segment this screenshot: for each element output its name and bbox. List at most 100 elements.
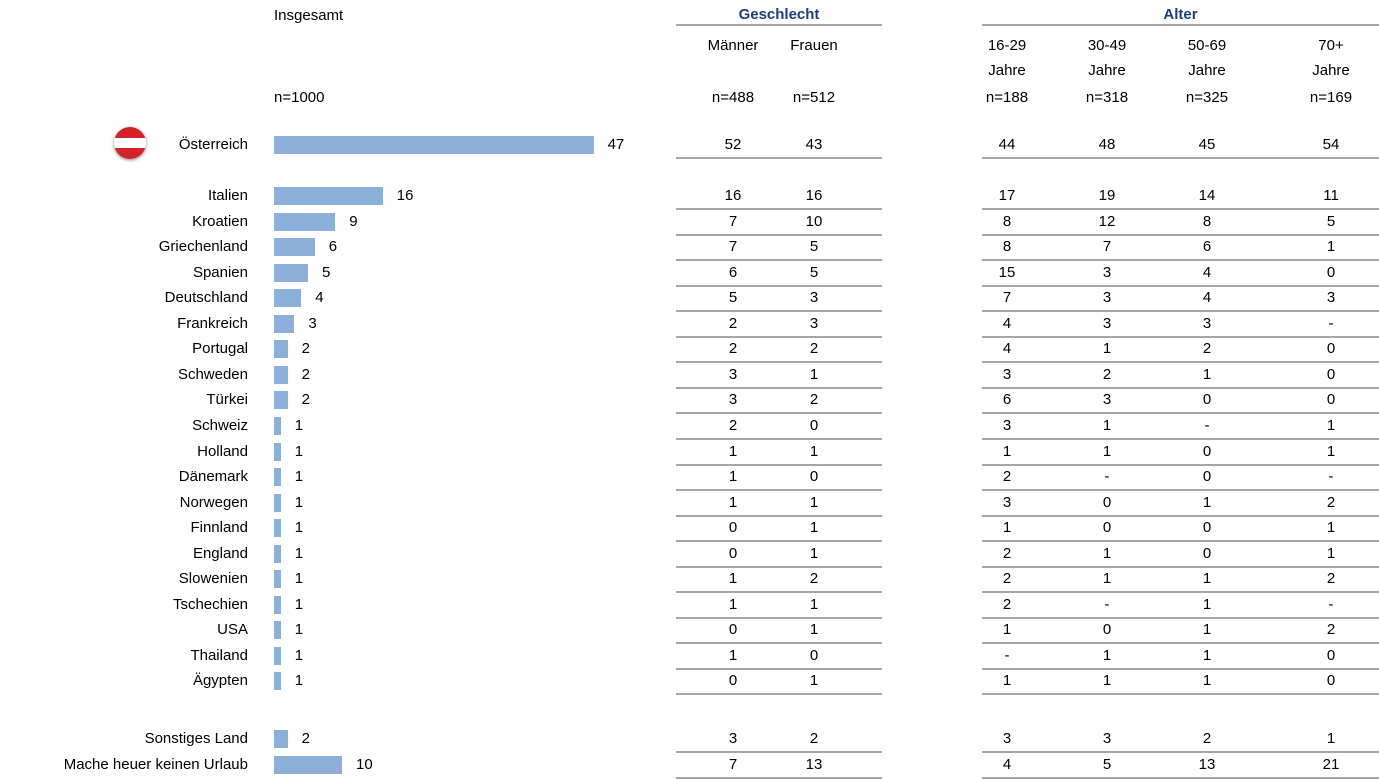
cell-value: 1 <box>1326 416 1336 434</box>
cell-value: 2 <box>1326 621 1336 639</box>
bar-value: 2 <box>301 391 310 409</box>
bar <box>274 519 281 538</box>
bar-value: 10 <box>356 755 373 773</box>
row-rule <box>676 233 882 236</box>
cell-value: - <box>1328 595 1334 613</box>
row-rule <box>982 310 1379 313</box>
cell-value: 7 <box>1102 238 1112 256</box>
bar-value: 3 <box>308 314 317 332</box>
column-label: 70+ <box>1318 37 1344 54</box>
column-n: n=188 <box>985 89 1029 106</box>
cell-value: 3 <box>1002 493 1012 511</box>
row-rule <box>982 412 1379 415</box>
column-label: Jahre <box>988 62 1026 79</box>
cell-value: 0 <box>1326 391 1336 409</box>
cell-value: 3 <box>1102 391 1112 409</box>
cell-value: 1 <box>728 468 738 486</box>
cell-value: - <box>1104 595 1110 613</box>
row-rule <box>676 361 882 364</box>
row-rule <box>982 616 1379 619</box>
cell-value: 4 <box>1002 340 1012 358</box>
cell-value: 3 <box>1102 289 1112 307</box>
row-rule <box>676 386 882 389</box>
overall-header: Insgesamt <box>274 7 344 24</box>
cell-value: 1 <box>1326 730 1336 747</box>
cell-value: 2 <box>809 391 819 409</box>
row-rule <box>982 157 1379 159</box>
row-rule <box>982 259 1379 262</box>
column-label: Jahre <box>1312 62 1350 79</box>
row-label: Holland <box>197 442 248 460</box>
cell-value: 0 <box>1326 263 1336 281</box>
cell-value: 0 <box>728 621 738 639</box>
group-title: Alter <box>1163 6 1198 23</box>
cell-value: - <box>1204 416 1210 434</box>
row-rule <box>676 157 882 159</box>
cell-value: 3 <box>1002 730 1012 747</box>
row-rule <box>982 565 1379 568</box>
cell-value: 1 <box>1202 621 1212 639</box>
cell-value: 1 <box>1002 442 1012 460</box>
cell-value: 12 <box>1098 212 1116 230</box>
cell-value: 2 <box>1202 730 1212 747</box>
bar <box>274 621 281 640</box>
cell-value: - <box>1004 646 1010 664</box>
cell-value: 21 <box>1322 755 1340 773</box>
bar-value: 1 <box>294 468 304 486</box>
cell-value: 13 <box>805 755 823 773</box>
cell-value: 16 <box>805 187 823 204</box>
cell-value: 5 <box>809 263 819 281</box>
column-n: n=512 <box>792 89 836 106</box>
cell-value: 1 <box>728 493 738 511</box>
bar <box>274 263 308 282</box>
row-rule <box>676 667 882 670</box>
row-rule <box>676 751 882 753</box>
austria-flag-icon <box>114 127 146 159</box>
bar <box>274 340 288 359</box>
bar-value: 1 <box>294 416 304 434</box>
row-rule <box>982 591 1379 594</box>
bar-value: 47 <box>607 136 625 153</box>
cell-value: 2 <box>1002 570 1012 588</box>
column-n: n=325 <box>1185 89 1229 106</box>
cell-value: 1 <box>1326 544 1336 562</box>
cell-value: 0 <box>1326 340 1336 358</box>
row-rule <box>676 208 882 210</box>
cell-value: 43 <box>805 136 823 153</box>
cell-value: 0 <box>1202 519 1212 537</box>
bar <box>274 570 281 589</box>
bar <box>274 468 281 487</box>
cell-value: 3 <box>728 391 738 409</box>
row-rule <box>676 514 882 517</box>
row-rule <box>676 489 882 492</box>
cell-value: 1 <box>809 519 819 537</box>
row-label: Sonstiges Land <box>144 730 248 747</box>
cell-value: 1 <box>809 442 819 460</box>
cell-value: 0 <box>1326 672 1336 690</box>
cell-value: 7 <box>728 755 738 773</box>
row-label: Norwegen <box>179 493 248 511</box>
cell-value: 0 <box>1202 442 1212 460</box>
bar-value: 2 <box>301 365 310 383</box>
bar <box>274 544 281 563</box>
row-label: Dänemark <box>178 468 248 486</box>
bar-value: 1 <box>294 544 304 562</box>
row-label: Thailand <box>190 646 248 664</box>
cell-value: 2 <box>1102 365 1112 383</box>
cell-value: 1 <box>1202 672 1212 690</box>
bar-value: 1 <box>294 442 304 460</box>
row-label: Italien <box>207 187 248 204</box>
cell-value: 8 <box>1202 212 1212 230</box>
cell-value: 2 <box>1002 595 1012 613</box>
cell-value: 15 <box>998 263 1016 281</box>
cell-value: 1 <box>1002 672 1012 690</box>
row-label: Mache heuer keinen Urlaub <box>63 755 248 773</box>
row-rule <box>676 642 882 645</box>
row-rule <box>982 776 1379 779</box>
bar <box>274 442 281 461</box>
cell-value: 0 <box>1326 365 1336 383</box>
row-rule <box>982 693 1379 696</box>
bar-value: 1 <box>294 646 304 664</box>
cell-value: 3 <box>1102 263 1112 281</box>
bar <box>274 672 281 691</box>
